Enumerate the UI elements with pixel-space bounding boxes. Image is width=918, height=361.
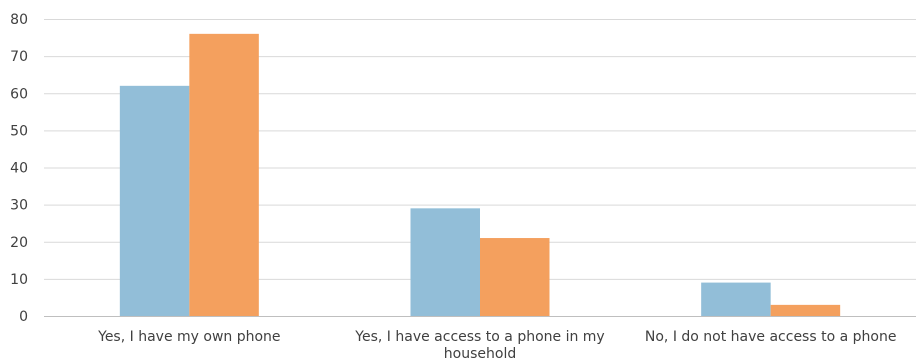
y-tick-label: 10	[10, 272, 28, 288]
bar-series2-category2	[480, 238, 550, 316]
bar-series1-category3	[701, 282, 771, 316]
y-tick-label: 80	[10, 12, 28, 28]
y-tick-label: 20	[10, 235, 28, 251]
x-category-label: household	[444, 346, 516, 361]
y-tick-label: 0	[19, 309, 28, 325]
y-tick-label: 70	[10, 49, 28, 65]
bar-series1-category1	[119, 85, 190, 316]
y-tick-label: 60	[10, 86, 28, 102]
bars	[119, 33, 841, 316]
y-tick-label: 30	[10, 198, 28, 214]
bar-series2-category3	[770, 304, 841, 316]
x-category-label: No, I do not have access to a phone	[645, 329, 897, 345]
bar-series2-category1	[189, 33, 259, 316]
x-axis-category-labels: Yes, I have my own phone Yes, I have acce…	[97, 329, 896, 361]
y-axis-ticks: 0 10 20 30 40 50 60 70 80	[10, 12, 28, 325]
x-category-label: Yes, I have access to a phone in my	[354, 329, 604, 345]
bar-series1-category2	[410, 208, 480, 316]
y-tick-label: 50	[10, 123, 28, 139]
y-tick-label: 40	[10, 161, 28, 177]
x-category-label: Yes, I have my own phone	[97, 329, 280, 345]
